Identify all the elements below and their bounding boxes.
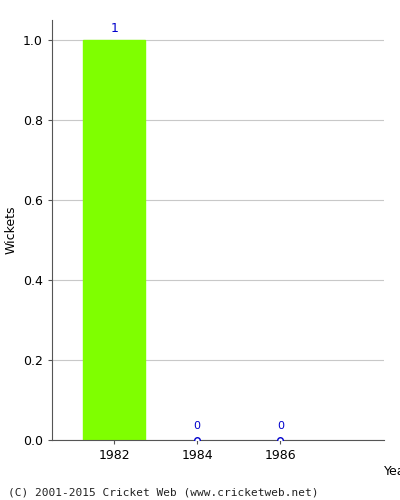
Text: 1: 1 bbox=[110, 22, 118, 35]
Text: 0: 0 bbox=[277, 421, 284, 431]
X-axis label: Year: Year bbox=[384, 465, 400, 478]
Text: (C) 2001-2015 Cricket Web (www.cricketweb.net): (C) 2001-2015 Cricket Web (www.cricketwe… bbox=[8, 488, 318, 498]
Text: 0: 0 bbox=[194, 421, 201, 431]
Bar bbox=[83, 40, 145, 440]
Y-axis label: Wickets: Wickets bbox=[4, 206, 18, 254]
